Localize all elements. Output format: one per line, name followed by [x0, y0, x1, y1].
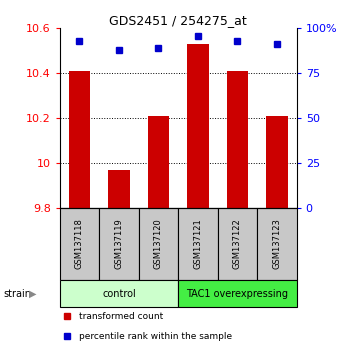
- Text: percentile rank within the sample: percentile rank within the sample: [79, 332, 232, 341]
- Bar: [60, 208, 99, 280]
- Bar: [178, 208, 218, 280]
- Text: ▶: ▶: [29, 289, 36, 298]
- Text: GSM137121: GSM137121: [193, 218, 203, 269]
- Text: GSM137122: GSM137122: [233, 218, 242, 269]
- Bar: [266, 116, 288, 208]
- Text: GSM137119: GSM137119: [115, 218, 123, 269]
- Bar: [148, 116, 169, 208]
- Bar: [139, 208, 178, 280]
- Text: GSM137118: GSM137118: [75, 218, 84, 269]
- Text: GSM137123: GSM137123: [272, 218, 281, 269]
- Bar: [226, 71, 248, 208]
- Text: TAC1 overexpressing: TAC1 overexpressing: [187, 289, 288, 298]
- Bar: [178, 280, 297, 308]
- Bar: [187, 44, 209, 208]
- Text: GSM137120: GSM137120: [154, 218, 163, 269]
- Bar: [257, 208, 297, 280]
- Text: control: control: [102, 289, 136, 298]
- Bar: [69, 71, 90, 208]
- Title: GDS2451 / 254275_at: GDS2451 / 254275_at: [109, 14, 247, 27]
- Bar: [108, 170, 130, 208]
- Text: strain: strain: [3, 289, 31, 298]
- Text: transformed count: transformed count: [79, 312, 163, 321]
- Bar: [99, 208, 139, 280]
- Bar: [218, 208, 257, 280]
- Bar: [60, 280, 178, 308]
